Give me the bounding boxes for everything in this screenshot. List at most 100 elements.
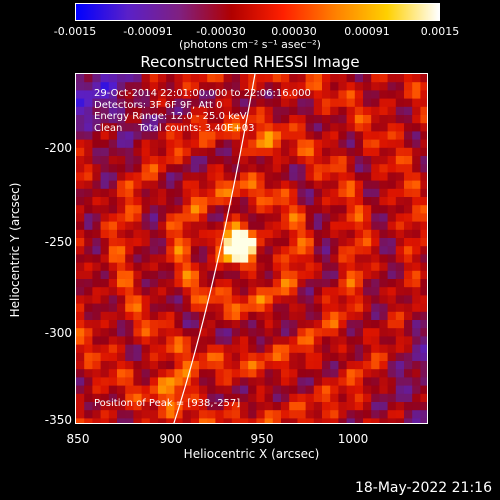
image-pixel bbox=[313, 213, 323, 222]
image-pixel bbox=[256, 213, 265, 222]
image-pixel bbox=[166, 74, 175, 83]
image-pixel bbox=[215, 115, 224, 124]
image-pixel bbox=[84, 213, 93, 222]
image-pixel bbox=[281, 205, 290, 214]
image-pixel bbox=[313, 131, 323, 140]
image-pixel bbox=[272, 336, 282, 345]
image-pixel bbox=[289, 254, 298, 263]
image-pixel bbox=[207, 369, 216, 378]
image-pixel bbox=[207, 287, 216, 296]
image-pixel bbox=[289, 385, 298, 395]
image-pixel bbox=[141, 410, 151, 419]
image-pixel bbox=[281, 254, 290, 263]
image-pixel bbox=[371, 131, 380, 140]
image-pixel bbox=[100, 320, 110, 329]
image-pixel bbox=[322, 147, 331, 157]
image-pixel bbox=[100, 229, 110, 239]
image-pixel bbox=[84, 402, 93, 411]
image-pixel bbox=[108, 238, 118, 247]
image-pixel bbox=[395, 205, 405, 214]
image-pixel bbox=[387, 180, 397, 190]
image-pixel bbox=[76, 418, 85, 423]
image-pixel bbox=[125, 106, 134, 116]
image-pixel bbox=[305, 377, 315, 386]
image-pixel bbox=[313, 287, 323, 296]
image-pixel bbox=[84, 156, 93, 165]
image-pixel bbox=[289, 270, 298, 280]
image-pixel bbox=[281, 328, 290, 337]
image-pixel bbox=[379, 98, 388, 108]
image-pixel bbox=[76, 287, 85, 296]
image-pixel bbox=[297, 328, 306, 337]
image-pixel bbox=[166, 90, 175, 99]
image-pixel bbox=[322, 418, 331, 423]
image-pixel bbox=[92, 115, 101, 124]
image-pixel bbox=[108, 410, 118, 419]
image-pixel bbox=[281, 139, 290, 149]
image-pixel bbox=[363, 279, 372, 288]
image-pixel bbox=[100, 352, 110, 362]
image-pixel bbox=[395, 320, 405, 329]
image-pixel bbox=[248, 90, 257, 99]
image-pixel bbox=[117, 238, 126, 247]
image-pixel bbox=[117, 279, 126, 288]
y-tick-label: -300 bbox=[44, 326, 72, 340]
image-pixel bbox=[379, 385, 388, 395]
image-pixel bbox=[338, 344, 347, 354]
image-pixel bbox=[100, 361, 110, 370]
image-pixel bbox=[207, 320, 216, 329]
image-pixel bbox=[100, 180, 110, 190]
image-pixel bbox=[264, 320, 274, 329]
image-pixel bbox=[256, 131, 265, 140]
image-pixel bbox=[322, 385, 331, 395]
image-pixel bbox=[297, 246, 306, 255]
image-pixel bbox=[387, 238, 397, 247]
image-pixel bbox=[174, 229, 183, 239]
image-pixel bbox=[248, 98, 257, 108]
image-pixel bbox=[84, 320, 93, 329]
image-pixel bbox=[354, 98, 364, 108]
image-pixel bbox=[264, 188, 274, 198]
image-pixel bbox=[379, 311, 388, 321]
image-pixel bbox=[149, 180, 159, 190]
image-pixel bbox=[108, 90, 118, 99]
image-pixel bbox=[76, 377, 85, 386]
image-pixel bbox=[248, 254, 257, 263]
image-pixel bbox=[272, 131, 282, 140]
image-pixel bbox=[256, 238, 265, 247]
image-pixel bbox=[313, 246, 323, 255]
image-pixel bbox=[289, 205, 298, 214]
image-pixel bbox=[272, 311, 282, 321]
image-pixel bbox=[199, 418, 208, 423]
image-pixel bbox=[125, 147, 134, 157]
image-pixel bbox=[256, 180, 265, 190]
image-pixel bbox=[231, 74, 241, 83]
image-pixel bbox=[158, 131, 167, 140]
image-pixel bbox=[346, 287, 356, 296]
image-pixel bbox=[346, 238, 356, 247]
image-pixel bbox=[182, 287, 192, 296]
image-pixel bbox=[199, 254, 208, 263]
image-pixel bbox=[420, 279, 427, 288]
image-pixel bbox=[207, 262, 216, 272]
image-pixel bbox=[338, 303, 347, 313]
image-pixel bbox=[346, 156, 356, 165]
image-pixel bbox=[346, 180, 356, 190]
image-pixel bbox=[141, 320, 151, 329]
image-pixel bbox=[76, 385, 85, 395]
image-pixel bbox=[149, 90, 159, 99]
image-pixel bbox=[248, 377, 257, 386]
image-pixel bbox=[305, 74, 315, 83]
image-pixel bbox=[223, 229, 233, 239]
image-pixel bbox=[182, 115, 192, 124]
image-pixel bbox=[289, 172, 298, 181]
image-pixel bbox=[215, 98, 224, 108]
image-pixel bbox=[395, 106, 405, 116]
image-pixel bbox=[338, 229, 347, 239]
image-pixel bbox=[141, 139, 151, 149]
image-pixel bbox=[297, 123, 306, 132]
image-pixel bbox=[92, 221, 101, 231]
image-pixel bbox=[158, 238, 167, 247]
image-pixel bbox=[281, 303, 290, 313]
image-pixel bbox=[297, 139, 306, 149]
